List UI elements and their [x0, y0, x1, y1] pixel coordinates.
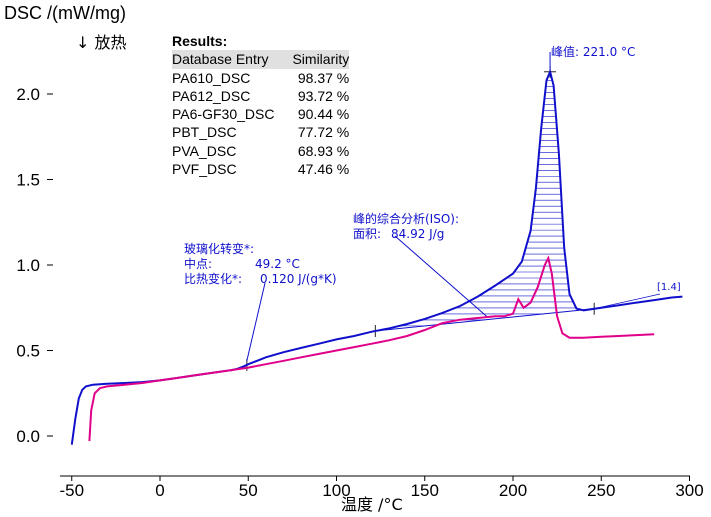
results-entry: PA610_DSC — [172, 69, 251, 86]
x-tick-label: 100 — [322, 481, 350, 500]
y-tick-label: 0.5 — [16, 342, 40, 361]
glass-cp-value: 0.120 J/(g*K) — [260, 272, 337, 286]
peak-label: 峰值: 221.0 °C — [551, 44, 635, 59]
glass-title: 玻璃化转变*: — [184, 241, 254, 256]
integration-title: 峰的综合分析(ISO): — [353, 211, 459, 226]
results-entry: PVF_DSC — [172, 161, 237, 178]
results-header-similarity: Similarity — [274, 50, 350, 69]
results-grid: Database Entry Similarity PA610_DSC 98.37… — [172, 50, 350, 178]
exo-direction-label: ↓ 放热 — [76, 33, 127, 52]
results-row: PA612_DSC 93.72 % — [172, 87, 349, 105]
y-tick-label: 2.0 — [16, 85, 40, 104]
results-entry: PA6-GF30_DSC — [172, 106, 275, 123]
results-header-row: Database Entry Similarity — [172, 50, 350, 69]
y-tick-label: 1.5 — [16, 171, 40, 190]
results-similarity: 77.72 % — [297, 124, 350, 141]
results-similarity: 93.72 % — [297, 87, 350, 104]
series-layer — [70, 68, 683, 445]
range-label: [1.4] — [657, 282, 681, 293]
results-title: Results: — [172, 33, 228, 49]
series-line-1 — [70, 68, 683, 445]
results-row: PVA_DSC 68.93 % — [172, 142, 349, 160]
results-table: Results: Database Entry Similarity PA610… — [172, 32, 350, 178]
x-axis-label: 温度 /°C — [341, 495, 403, 514]
y-tick-label: 1.0 — [16, 256, 40, 275]
results-row: PA610_DSC 98.37 % — [172, 69, 349, 87]
chart-labels: DSC /(mW/mg) 温度 /°C ↓ 放热峰值: 221.0 °C 玻璃化转变*… — [4, 3, 681, 514]
integration-area-label: 面积: — [353, 227, 381, 241]
x-tick-label: 50 — [239, 481, 258, 500]
results-row: PBT_DSC 77.72 % — [172, 123, 349, 141]
y-axis-label: DSC /(mW/mg) — [4, 3, 126, 23]
series-line-2 — [88, 255, 655, 442]
results-row: PA6-GF30_DSC 90.44 % — [172, 105, 349, 123]
y-tick-label: 0.0 — [16, 427, 40, 446]
results-entry: PVA_DSC — [172, 142, 237, 159]
results-similarity: 47.46 % — [297, 161, 350, 178]
results-similarity: 98.37 % — [297, 69, 350, 86]
results-similarity: 68.93 % — [297, 142, 350, 159]
x-tick-label: 300 — [675, 481, 703, 500]
glass-leader — [246, 282, 266, 361]
glass-midpoint-value: 49.2 °C — [255, 257, 300, 271]
x-tick-label: 0 — [155, 481, 164, 500]
glass-midpoint-label: 中点: — [184, 256, 212, 271]
results-similarity: 90.44 % — [297, 106, 350, 123]
integration-area-value: 84.92 J/g — [391, 227, 444, 241]
x-tick-label: 200 — [499, 481, 527, 500]
glass-cp-label: 比热变化*: — [184, 271, 242, 286]
integration-leader — [394, 235, 487, 317]
results-entry: PA612_DSC — [172, 87, 251, 104]
x-tick-label: 150 — [411, 481, 439, 500]
x-tick-label: 250 — [587, 481, 615, 500]
results-entry: PBT_DSC — [172, 124, 237, 141]
results-row: PVF_DSC 47.46 % — [172, 160, 349, 178]
axes: -50 0 50 100 150 200 250 300 0.0 0.5 1.0 1.5 2.0 — [16, 85, 703, 500]
x-tick-label: -50 — [59, 481, 84, 500]
results-header-entry: Database Entry — [172, 50, 275, 69]
